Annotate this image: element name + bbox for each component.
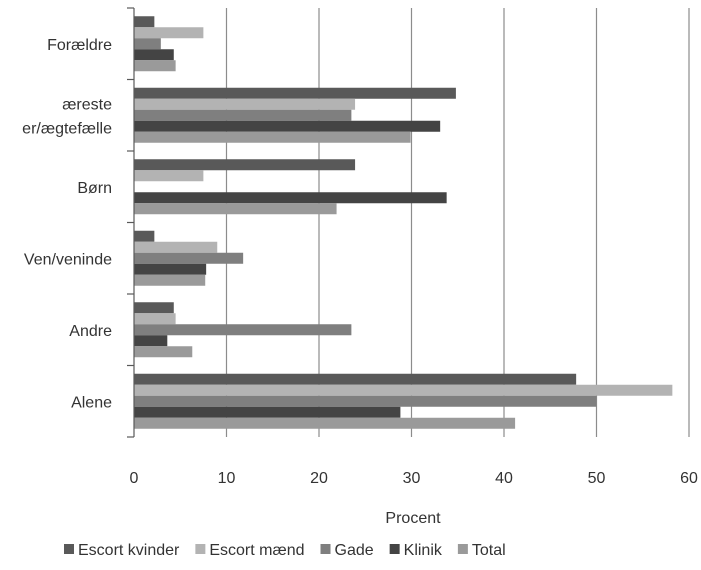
bar	[134, 302, 174, 314]
legend: Escort kvinder Escort mænd Gade Klinik Total	[64, 542, 506, 559]
bar	[134, 170, 204, 182]
bar	[134, 252, 244, 264]
bar	[134, 27, 204, 39]
bar	[134, 241, 218, 253]
bar	[134, 263, 207, 275]
x-axis-ticks: 0 10 20 30 40 50 60	[130, 470, 698, 487]
bar	[134, 417, 516, 429]
bar	[134, 395, 597, 407]
y-axis: Forældre æreste er/ægtefælle Børn Ven/venind…	[22, 7, 135, 438]
legend-label: Klinik	[404, 542, 443, 559]
bar	[134, 49, 174, 61]
bar	[134, 230, 155, 242]
bar	[134, 406, 401, 418]
x-tick-label: 20	[310, 470, 328, 487]
bar	[134, 346, 193, 358]
x-tick-label: 0	[130, 470, 139, 487]
bar	[134, 324, 352, 336]
legend-swatch	[64, 544, 74, 554]
bar	[134, 98, 356, 110]
legend-label: Escort mænd	[209, 542, 304, 559]
bar	[134, 384, 673, 396]
x-axis-title: Procent	[385, 510, 441, 527]
bar	[134, 109, 352, 121]
legend-swatch	[389, 544, 400, 554]
category-label: er/ægtefælle	[22, 120, 112, 137]
legend-swatch	[195, 544, 206, 554]
bar	[134, 335, 168, 347]
bar	[134, 203, 337, 215]
bar	[134, 120, 441, 132]
category-label: Børn	[77, 180, 112, 197]
x-tick-label: 60	[680, 470, 698, 487]
x-tick-label: 30	[403, 470, 421, 487]
bar	[134, 313, 176, 325]
gridlines	[225, 8, 690, 437]
legend-label: Gade	[335, 542, 374, 559]
bar	[134, 60, 176, 72]
legend-label: Escort kvinder	[78, 542, 180, 559]
legend-swatch	[457, 544, 468, 554]
x-tick-label: 40	[495, 470, 513, 487]
legend-swatch	[320, 544, 331, 554]
category-label: Alene	[71, 394, 112, 411]
category-label: Andre	[69, 323, 112, 340]
x-tick-label: 50	[588, 470, 606, 487]
bar	[134, 38, 161, 50]
bar	[134, 87, 456, 99]
bar	[134, 131, 411, 143]
bar	[134, 373, 577, 385]
category-label: Ven/veninde	[24, 251, 112, 268]
category-label: Forældre	[47, 37, 112, 54]
bar	[134, 159, 356, 171]
bar	[134, 16, 155, 28]
bar	[134, 274, 206, 286]
category-label: æreste	[62, 96, 112, 113]
legend-label: Total	[472, 542, 506, 559]
bar	[134, 192, 447, 204]
bars	[134, 16, 673, 429]
x-tick-label: 10	[218, 470, 236, 487]
